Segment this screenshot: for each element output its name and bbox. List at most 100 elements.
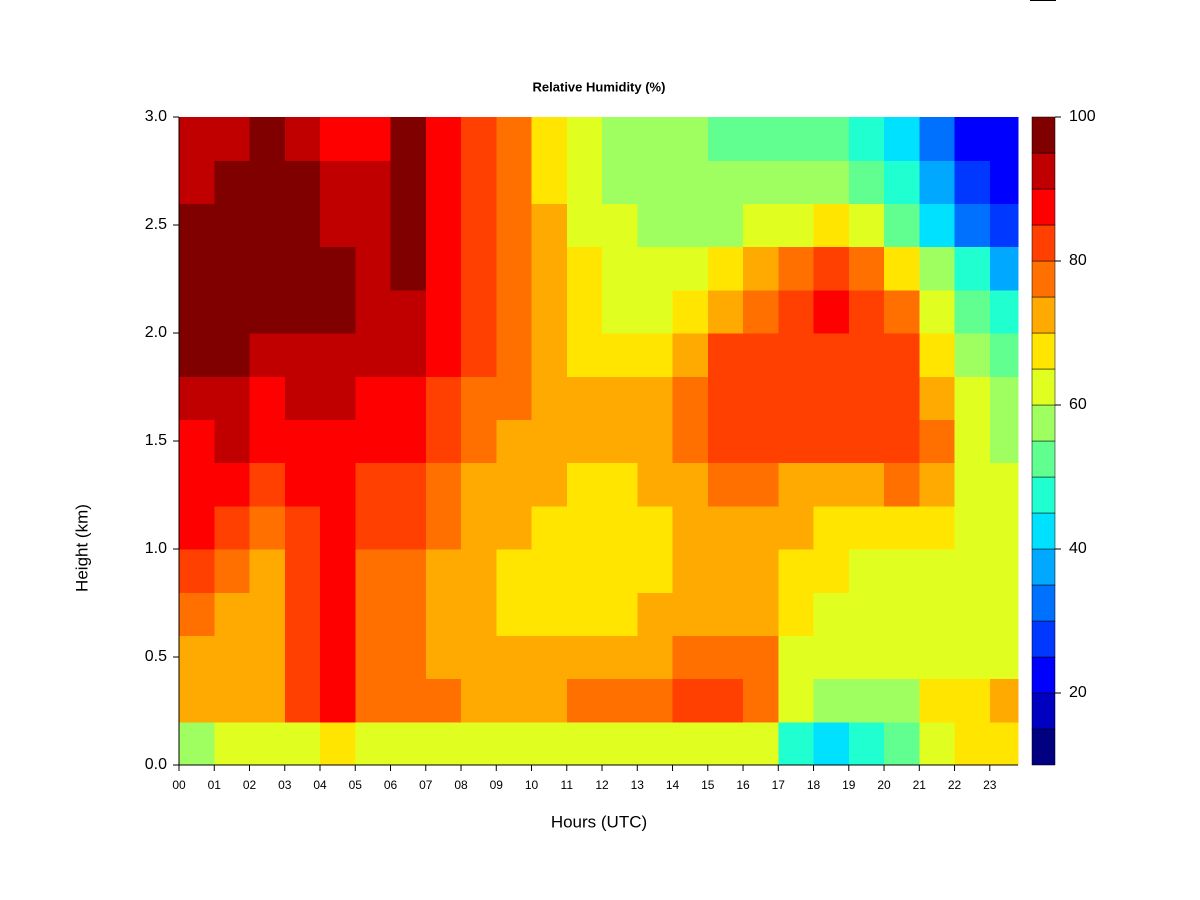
heatmap-cell	[425, 117, 462, 161]
heatmap-cell	[989, 549, 1019, 593]
x-tick-label: 11	[561, 778, 574, 792]
colorbar-band	[1031, 224, 1056, 262]
heatmap-cell	[179, 678, 215, 723]
heatmap-cell	[461, 333, 497, 377]
heatmap-cell	[284, 419, 321, 464]
heatmap-cell	[390, 289, 427, 334]
heatmap-cell	[531, 376, 568, 420]
heatmap-cell	[989, 203, 1019, 248]
heatmap-cell	[848, 246, 885, 291]
heatmap-cell	[778, 592, 815, 636]
heatmap-cell	[919, 678, 956, 723]
heatmap-cell	[390, 246, 427, 291]
heatmap-cell	[566, 246, 603, 291]
heatmap-cell	[919, 419, 956, 464]
heatmap-cell	[637, 246, 674, 291]
heatmap-cell	[249, 333, 286, 377]
heatmap-cell	[496, 505, 533, 550]
heatmap-cell	[214, 289, 251, 334]
heatmap-cell	[637, 289, 674, 334]
heatmap-cell	[531, 635, 568, 680]
heatmap-cell	[637, 635, 674, 680]
heatmap-cell	[672, 376, 709, 420]
heatmap-cell	[425, 462, 462, 507]
heatmap-cell	[355, 721, 392, 766]
colorbar-tick-label: 100	[1069, 108, 1096, 125]
heatmap-cell	[672, 246, 709, 291]
heatmap-cell	[954, 333, 991, 377]
heatmap-cell	[566, 160, 603, 204]
heatmap-cell	[707, 160, 744, 204]
heatmap-cell	[284, 721, 321, 766]
heatmap-cell	[566, 505, 603, 550]
heatmap-cell	[249, 376, 286, 420]
heatmap-cell	[848, 678, 885, 723]
heatmap-cell	[919, 333, 956, 377]
heatmap-cell	[320, 721, 356, 766]
heatmap-cell	[884, 117, 920, 161]
x-tick-label: 00	[172, 778, 186, 792]
heatmap-cell	[989, 462, 1019, 507]
heatmap-cell	[461, 203, 497, 248]
heatmap-cell	[566, 289, 603, 334]
heatmap-cell	[425, 549, 462, 593]
heatmap-cell	[461, 462, 497, 507]
x-tick-label: 08	[454, 778, 468, 792]
heatmap-cell	[743, 505, 779, 550]
heatmap-cell	[602, 678, 638, 723]
heatmap-cell	[884, 549, 920, 593]
heatmap-cell	[355, 376, 392, 420]
heatmap-cell	[778, 333, 815, 377]
heatmap-cell	[848, 592, 885, 636]
heatmap-cell	[531, 246, 568, 291]
heatmap-cell	[214, 635, 251, 680]
heatmap-cell	[707, 549, 744, 593]
heatmap-cell	[214, 678, 251, 723]
heatmap-cell	[672, 203, 709, 248]
heatmap-cell	[637, 549, 674, 593]
heatmap-cell	[531, 333, 568, 377]
heatmap-cell	[989, 678, 1019, 723]
x-tick-label: 17	[772, 778, 786, 792]
heatmap-cell	[884, 419, 920, 464]
heatmap-cell	[249, 419, 286, 464]
heatmap-cell	[284, 635, 321, 680]
heatmap-cell	[743, 203, 779, 248]
heatmap-cell	[707, 678, 744, 723]
heatmap-cell	[566, 117, 603, 161]
heatmap-cell	[707, 419, 744, 464]
heatmap-cell	[672, 592, 709, 636]
heatmap-cell	[954, 203, 991, 248]
heatmap-cell	[778, 419, 815, 464]
heatmap-cell	[884, 246, 920, 291]
heatmap-cell	[813, 246, 850, 291]
heatmap-cell	[284, 160, 321, 204]
heatmap-cell	[919, 376, 956, 420]
heatmap-cell	[954, 117, 991, 161]
heatmap-cell	[743, 419, 779, 464]
heatmap-cell	[707, 462, 744, 507]
heatmap-cell	[531, 721, 568, 766]
colorbar-band	[1031, 692, 1056, 730]
heatmap-cell	[284, 246, 321, 291]
heatmap-cell	[637, 117, 674, 161]
heatmap-cell	[813, 419, 850, 464]
heatmap-cell	[425, 721, 462, 766]
heatmap-cell	[531, 160, 568, 204]
heatmap-cell	[320, 549, 356, 593]
heatmap-cell	[884, 203, 920, 248]
heatmap-cell	[179, 203, 215, 248]
heatmap-cell	[390, 333, 427, 377]
heatmap-cell	[355, 117, 392, 161]
heatmap-cell	[919, 117, 956, 161]
heatmap-cell	[461, 505, 497, 550]
heatmap-cell	[707, 592, 744, 636]
heatmap-cell	[214, 592, 251, 636]
colorbar-band	[1031, 404, 1056, 442]
heatmap-cell	[284, 505, 321, 550]
heatmap-cell	[425, 592, 462, 636]
heatmap-cell	[919, 203, 956, 248]
heatmap-cell	[496, 721, 533, 766]
colorbar-band	[1031, 332, 1056, 370]
